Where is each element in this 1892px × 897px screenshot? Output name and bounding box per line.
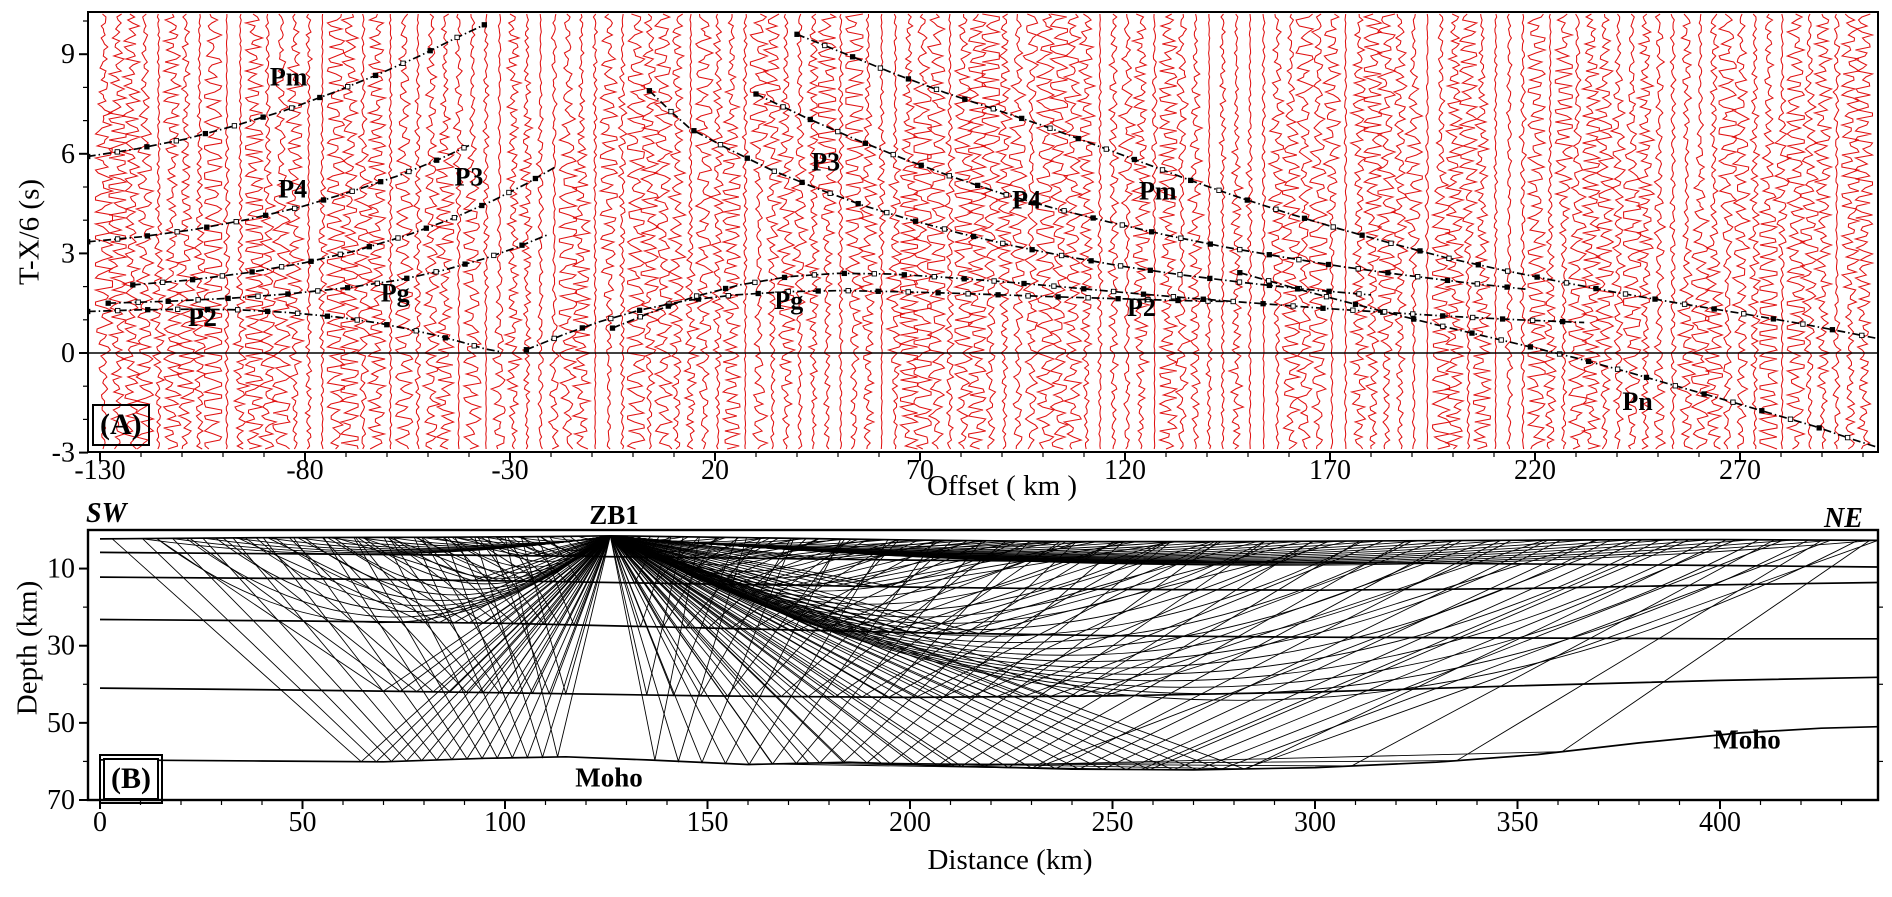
traveltime-curves: [89, 22, 1876, 448]
svg-text:-3: -3: [52, 438, 75, 469]
phase-label-P2: P2: [1127, 293, 1156, 322]
ne-corner-label: NE: [1824, 503, 1863, 534]
seismic-trace-group: [93, 13, 1875, 450]
svg-text:350: 350: [1497, 807, 1539, 838]
phase-label-P4: P4: [278, 175, 307, 204]
phase-curve-Pm-SW: [89, 23, 486, 158]
phase-curve-P2-NE: [612, 272, 1585, 329]
svg-text:6: 6: [61, 139, 75, 170]
panel-a-axes: -130 -80 -30 20 70 120 170 220 270 9 6 3 0 -3: [52, 20, 1864, 486]
svg-text:300: 300: [1294, 807, 1336, 838]
svg-text:3: 3: [61, 238, 75, 269]
panel-a-x-axis-title: Offset ( km ): [926, 470, 1078, 502]
svg-text:120: 120: [1104, 455, 1146, 486]
phase-label-P4: P4: [1012, 186, 1041, 215]
svg-text:70: 70: [906, 455, 934, 486]
boundary-layer1: [99, 551, 1878, 568]
svg-text:70: 70: [47, 785, 75, 816]
phase-label-Pm: Pm: [270, 63, 308, 92]
boundary-layer2: [99, 576, 1878, 592]
svg-text:400: 400: [1699, 807, 1741, 838]
svg-text:30: 30: [47, 631, 75, 662]
panel-b-frame: [86, 528, 1880, 802]
svg-text:10: 10: [47, 554, 75, 585]
shot-point-label: ZB1: [589, 500, 639, 530]
phase-label-P3: P3: [455, 162, 484, 191]
svg-text:100: 100: [484, 807, 526, 838]
layer-boundaries: [99, 534, 1878, 771]
svg-text:-80: -80: [286, 455, 323, 486]
svg-text:50: 50: [47, 708, 75, 739]
phase-label-Pg: Pg: [381, 279, 410, 308]
svg-text:170: 170: [1309, 455, 1351, 486]
svg-text:250: 250: [1092, 807, 1134, 838]
sw-corner-label: SW: [86, 498, 127, 529]
boundary-surface: [99, 534, 1878, 543]
phase-labels: Pm P4 P3 P2 Pg Pg P3 P4 Pm P2 Pn: [188, 63, 1653, 416]
phase-curve-Pg-NE: [526, 289, 1228, 351]
phase-label-Pm: Pm: [1139, 177, 1177, 206]
svg-text:150: 150: [687, 807, 729, 838]
svg-text:200: 200: [889, 807, 931, 838]
phase-label-Pn: Pn: [1622, 387, 1653, 416]
panel-b-y-axis-title: Depth (km): [11, 580, 44, 716]
phase-curve-P4-NE: [755, 93, 1527, 291]
svg-text:-130: -130: [74, 455, 125, 486]
panel-a-tag: (A): [92, 404, 150, 446]
svg-text:0: 0: [93, 807, 107, 838]
phase-curve-Pm-NE: [796, 33, 1876, 339]
phase-label-P3: P3: [811, 147, 840, 176]
boundary-layer4: [99, 676, 1878, 699]
boundary-moho: [99, 725, 1878, 771]
svg-text:20: 20: [701, 455, 729, 486]
panel-a-y-axis-title: T-X/6 (s): [13, 178, 46, 286]
ray-paths: [111, 535, 1877, 771]
svg-text:-30: -30: [491, 455, 528, 486]
panel-b-x-axis-title: Distance (km): [927, 844, 1093, 876]
svg-text:220: 220: [1514, 455, 1556, 486]
svg-text:0: 0: [61, 338, 75, 369]
panel-b-axes: 0 50 100 150 200 250 300 350 400 10 30 50 70: [47, 554, 1883, 838]
svg-text:50: 50: [289, 807, 317, 838]
panel-a-frame: [87, 11, 1879, 453]
svg-text:9: 9: [61, 39, 75, 70]
panel-b-tag: (B): [99, 754, 163, 804]
moho-label-center: Moho: [575, 762, 643, 793]
svg-text:270: 270: [1719, 455, 1761, 486]
phase-curve-Pn-NE: [1239, 271, 1876, 448]
moho-label-right: Moho: [1713, 724, 1781, 755]
boundary-layer3: [99, 618, 1878, 640]
phase-curve-P3-NE: [648, 90, 1372, 296]
phase-label-P2: P2: [188, 303, 217, 332]
phase-label-Pg: Pg: [774, 286, 803, 315]
phase-curve-P2-SW: [108, 234, 548, 305]
